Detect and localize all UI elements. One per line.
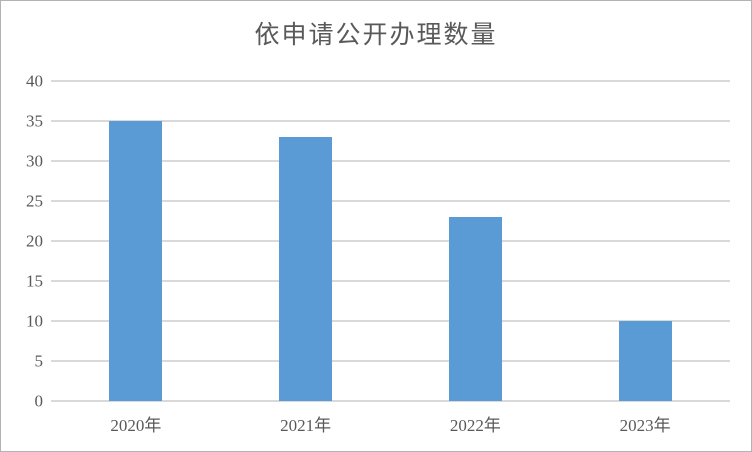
bar-slot <box>51 81 221 401</box>
x-category-label: 2020年 <box>110 416 162 435</box>
bar-2021年 <box>279 137 333 401</box>
bar-2020年 <box>109 121 163 401</box>
x-category-label: 2023年 <box>619 416 671 435</box>
y-axis: 0 5 10 15 20 25 30 35 40 <box>1 73 45 410</box>
gridline <box>51 160 730 162</box>
bar-slot <box>391 81 561 401</box>
bar-2023年 <box>618 321 672 401</box>
plot-area <box>51 80 730 402</box>
gridline <box>51 200 730 202</box>
x-axis: 2020年 2021年 2022年 2023年 <box>51 411 730 436</box>
y-tick-label: 20 <box>26 231 43 251</box>
gridline <box>51 400 730 402</box>
gridline <box>51 280 730 282</box>
gridline <box>51 240 730 242</box>
y-tick-label: 40 <box>26 71 43 91</box>
y-tick-label: 15 <box>26 271 43 291</box>
bar-series <box>51 81 730 401</box>
y-tick-label: 5 <box>34 351 44 371</box>
gridline <box>51 320 730 322</box>
x-category-label: 2022年 <box>449 416 501 435</box>
y-tick-label: 35 <box>26 111 43 131</box>
x-category-label: 2021年 <box>280 416 332 435</box>
y-tick-label: 30 <box>26 151 43 171</box>
bar-slot <box>221 81 391 401</box>
y-tick-label: 25 <box>26 191 43 211</box>
y-tick-label: 10 <box>26 311 43 331</box>
gridline <box>51 80 730 82</box>
gridline <box>51 360 730 362</box>
chart-title: 依申请公开办理数量 <box>254 22 498 49</box>
bar-2022年 <box>448 217 502 401</box>
gridline <box>51 120 730 122</box>
bar-slot <box>560 81 730 401</box>
y-tick-label: 0 <box>34 391 44 411</box>
